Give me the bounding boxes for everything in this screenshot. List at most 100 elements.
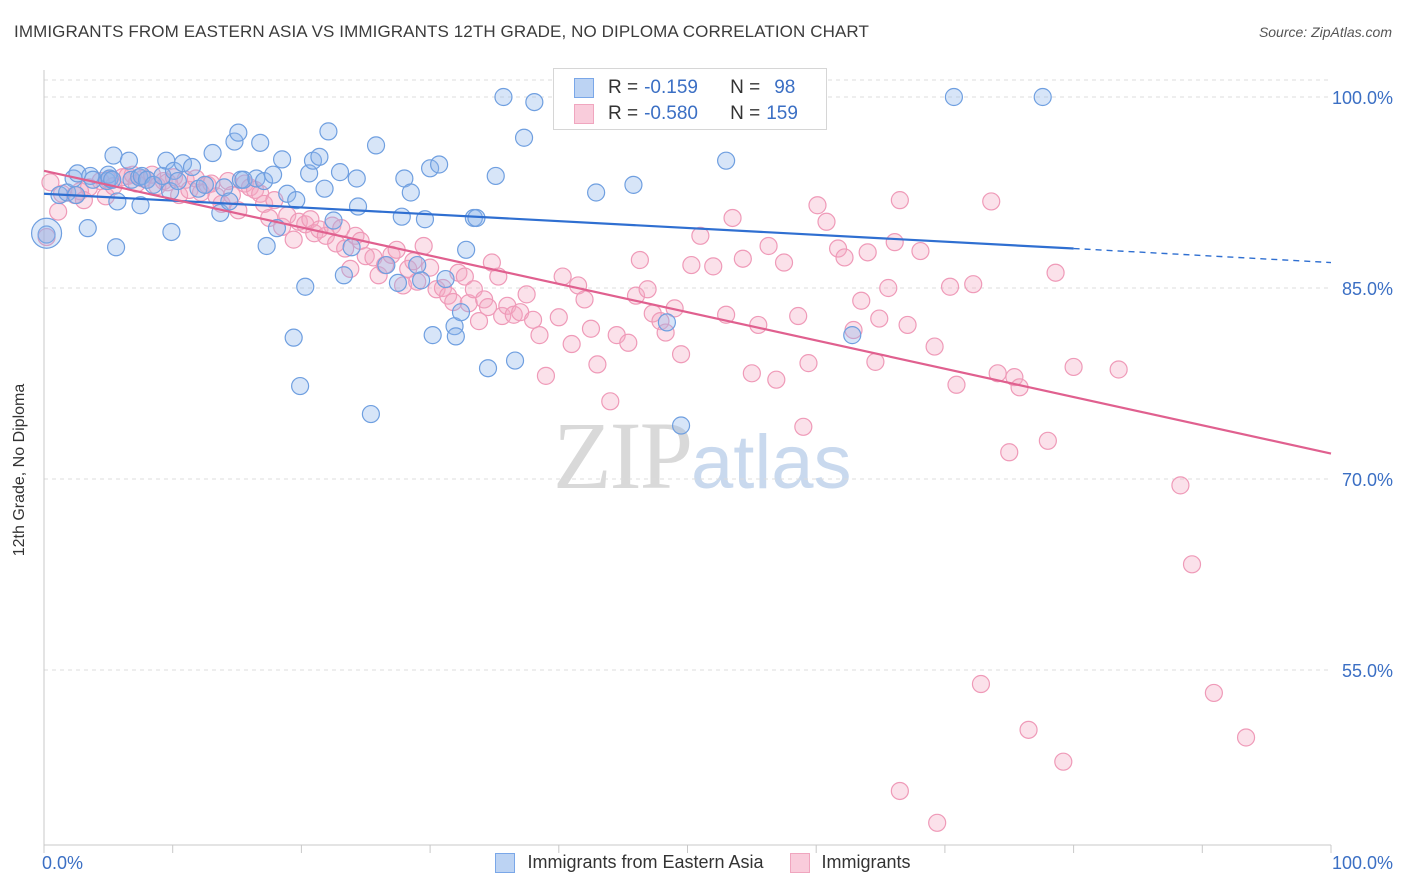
data-point-immigrants xyxy=(733,249,752,268)
data-point-immigrants xyxy=(852,291,871,310)
data-point-immigrants xyxy=(898,315,917,335)
legend-n-value: 159 xyxy=(766,103,798,124)
data-point-immigrants xyxy=(704,257,723,276)
data-point-immigrants xyxy=(1236,728,1256,747)
data-point-immigrants xyxy=(749,315,768,335)
watermark-atlas: atlas xyxy=(691,420,852,505)
data-point-immigrants xyxy=(301,210,320,229)
data-point-immigrants xyxy=(794,417,813,436)
data-point-immigrants xyxy=(879,278,898,298)
data-point-immigrants xyxy=(41,173,60,192)
legend-n-value: 98 xyxy=(774,77,796,98)
data-point-eastern-asia xyxy=(234,170,253,189)
data-point-immigrants xyxy=(1038,431,1057,450)
data-point-immigrants xyxy=(789,306,808,326)
data-point-eastern-asia xyxy=(220,192,239,211)
data-point-immigrants xyxy=(817,212,836,231)
legend-swatch-blue xyxy=(495,852,516,873)
data-point-immigrants xyxy=(49,202,68,221)
data-point-eastern-asia xyxy=(315,179,334,198)
legend-item-immigrants: Immigrants xyxy=(789,852,911,873)
y-tick-label: 70.0% xyxy=(1342,470,1393,490)
data-point-eastern-asia xyxy=(587,183,606,202)
data-point-eastern-asia xyxy=(361,404,380,424)
legend-swatch-blue xyxy=(574,78,594,98)
data-point-immigrants xyxy=(928,813,947,832)
data-point-eastern-asia xyxy=(203,143,222,163)
data-point-immigrants xyxy=(1005,368,1024,387)
data-point-eastern-asia xyxy=(347,169,366,188)
data-point-eastern-asia xyxy=(408,255,427,275)
data-point-eastern-asia xyxy=(182,157,202,177)
legend-row-eastern-asia: R = -0.159 N = 98 xyxy=(574,77,795,99)
data-point-immigrants xyxy=(742,364,761,383)
data-point-eastern-asia xyxy=(366,136,386,155)
data-point-immigrants xyxy=(1046,263,1065,282)
data-point-eastern-asia xyxy=(446,327,465,346)
data-point-immigrants xyxy=(469,312,489,331)
data-point-eastern-asia xyxy=(272,150,292,169)
data-point-eastern-asia xyxy=(37,225,56,244)
legend-r-label: R = xyxy=(608,103,639,124)
data-point-eastern-asia xyxy=(296,277,315,296)
data-point-immigrants xyxy=(723,208,742,228)
data-point-immigrants xyxy=(581,319,601,338)
data-point-immigrants xyxy=(767,370,786,389)
data-point-immigrants xyxy=(651,312,670,331)
data-point-immigrants xyxy=(588,355,607,374)
trendline-eastern-asia xyxy=(43,192,1074,250)
data-point-immigrants xyxy=(523,310,543,329)
data-point-immigrants xyxy=(1000,443,1019,462)
data-point-eastern-asia xyxy=(162,222,181,242)
data-point-eastern-asia xyxy=(624,175,643,194)
data-point-immigrants xyxy=(682,255,701,275)
data-point-eastern-asia xyxy=(411,271,431,290)
data-point-immigrants xyxy=(575,290,594,309)
data-point-immigrants xyxy=(284,230,303,249)
data-point-eastern-asia xyxy=(430,155,449,174)
data-point-immigrants xyxy=(890,191,909,210)
legend-n-label: N = xyxy=(730,77,761,98)
legend-swatch-pink xyxy=(789,852,810,873)
data-point-eastern-asia xyxy=(717,151,736,170)
data-point-immigrants xyxy=(356,247,375,266)
legend-item-eastern-asia: Immigrants from Eastern Asia xyxy=(495,852,764,873)
data-point-immigrants xyxy=(828,239,848,258)
data-point-eastern-asia xyxy=(388,273,408,293)
chart-title: IMMIGRANTS FROM EASTERN ASIA VS IMMIGRAN… xyxy=(14,22,869,41)
data-point-immigrants xyxy=(1054,752,1073,771)
data-point-immigrants xyxy=(549,308,568,327)
data-point-eastern-asia xyxy=(225,132,244,151)
data-point-eastern-asia xyxy=(168,171,187,191)
data-point-eastern-asia xyxy=(278,184,297,203)
data-point-immigrants xyxy=(530,326,549,345)
data-point-eastern-asia xyxy=(423,326,442,345)
x-tick-label-min: 0.0% xyxy=(42,853,83,873)
data-point-immigrants xyxy=(1109,360,1128,379)
data-point-immigrants xyxy=(971,674,991,694)
data-point-eastern-asia xyxy=(401,183,420,202)
x-tick-label-max: 100.0% xyxy=(1332,853,1393,873)
data-point-immigrants xyxy=(925,337,944,356)
data-point-eastern-asia xyxy=(330,163,350,182)
data-point-immigrants xyxy=(1182,555,1202,574)
data-point-eastern-asia xyxy=(108,192,127,211)
legend-label-immigrants: Immigrants xyxy=(821,852,911,872)
series-legend: Immigrants from Eastern Asia Immigrants xyxy=(0,852,1406,873)
legend-row-immigrants: R = -0.580 N = 159 xyxy=(574,103,798,125)
trendline-eastern-asia-extension xyxy=(1073,247,1332,264)
data-point-eastern-asia xyxy=(505,351,525,370)
data-point-eastern-asia xyxy=(494,87,513,107)
data-point-eastern-asia xyxy=(451,303,471,322)
data-point-eastern-asia xyxy=(944,87,964,107)
data-point-immigrants xyxy=(638,280,657,299)
data-point-eastern-asia xyxy=(671,416,691,435)
data-point-eastern-asia xyxy=(514,128,534,147)
data-point-eastern-asia xyxy=(843,326,862,345)
data-point-eastern-asia xyxy=(478,359,498,378)
data-point-immigrants xyxy=(671,345,691,364)
source-credit: Source: ZipAtlas.com xyxy=(1258,24,1392,40)
data-point-immigrants xyxy=(630,250,649,270)
data-point-immigrants xyxy=(1204,683,1223,703)
data-point-eastern-asia xyxy=(284,328,303,347)
